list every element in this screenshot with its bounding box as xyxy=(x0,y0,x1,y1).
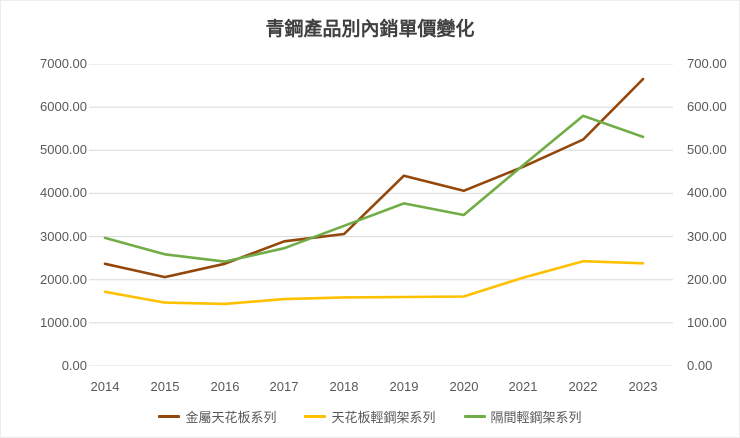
legend-item-2: 隔間輕鋼架系列 xyxy=(463,407,582,426)
x-axis-tick-label: 2016 xyxy=(210,379,240,394)
left-axis-tick-label: 1000.00 xyxy=(40,315,87,330)
legend-label: 天花板輕鋼架系列 xyxy=(331,410,436,425)
x-axis-tick-label: 2020 xyxy=(449,379,479,394)
left-axis-tick-label: 3000.00 xyxy=(40,229,87,244)
legend-swatch-icon xyxy=(158,415,181,418)
x-axis-tick-label: 2023 xyxy=(628,379,658,394)
left-axis-tick-label: 5000.00 xyxy=(40,142,87,157)
left-axis-tick-label: 2000.00 xyxy=(40,272,87,287)
right-axis-tick-label: 300.00 xyxy=(687,229,727,244)
plot-area xyxy=(89,64,673,366)
right-axis-tick-label: 400.00 xyxy=(687,185,727,200)
left-axis-tick-label: 7000.00 xyxy=(40,56,87,71)
legend-label: 金屬天花板系列 xyxy=(185,410,277,425)
x-axis-tick-label: 2014 xyxy=(90,379,120,394)
x-axis-tick-label: 2017 xyxy=(269,379,299,394)
x-axis-tick-label: 2022 xyxy=(568,379,598,394)
right-axis-tick-label: 0.00 xyxy=(687,358,713,373)
right-axis-tick-label: 600.00 xyxy=(687,99,727,114)
legend-swatch-icon xyxy=(304,415,327,418)
left-axis-tick-label: 4000.00 xyxy=(40,185,87,200)
series-line-0 xyxy=(103,77,645,279)
x-axis-tick-label: 2021 xyxy=(508,379,538,394)
right-axis-tick-label: 700.00 xyxy=(687,56,727,71)
legend-item-1: 天花板輕鋼架系列 xyxy=(304,407,436,426)
x-axis-tick-label: 2019 xyxy=(389,379,419,394)
series-line-2 xyxy=(103,114,645,263)
legend-label: 隔間輕鋼架系列 xyxy=(490,410,582,425)
x-axis-tick-label: 2015 xyxy=(150,379,180,394)
legend-item-0: 金屬天花板系列 xyxy=(158,407,276,426)
legend: 金屬天花板系列 天花板輕鋼架系列 隔間輕鋼架系列 xyxy=(1,407,739,426)
x-axis-tick-label: 2018 xyxy=(329,379,359,394)
plot-svg xyxy=(89,64,673,366)
series-line-1 xyxy=(103,259,645,306)
left-axis-tick-label: 0.00 xyxy=(61,358,87,373)
chart-title: 青鋼產品別內銷單價變化 xyxy=(265,19,475,40)
right-axis-tick-label: 100.00 xyxy=(687,315,727,330)
left-axis-tick-label: 6000.00 xyxy=(40,99,87,114)
legend-swatch-icon xyxy=(463,415,486,418)
right-axis-tick-label: 500.00 xyxy=(687,142,727,157)
right-axis-tick-label: 200.00 xyxy=(687,272,727,287)
